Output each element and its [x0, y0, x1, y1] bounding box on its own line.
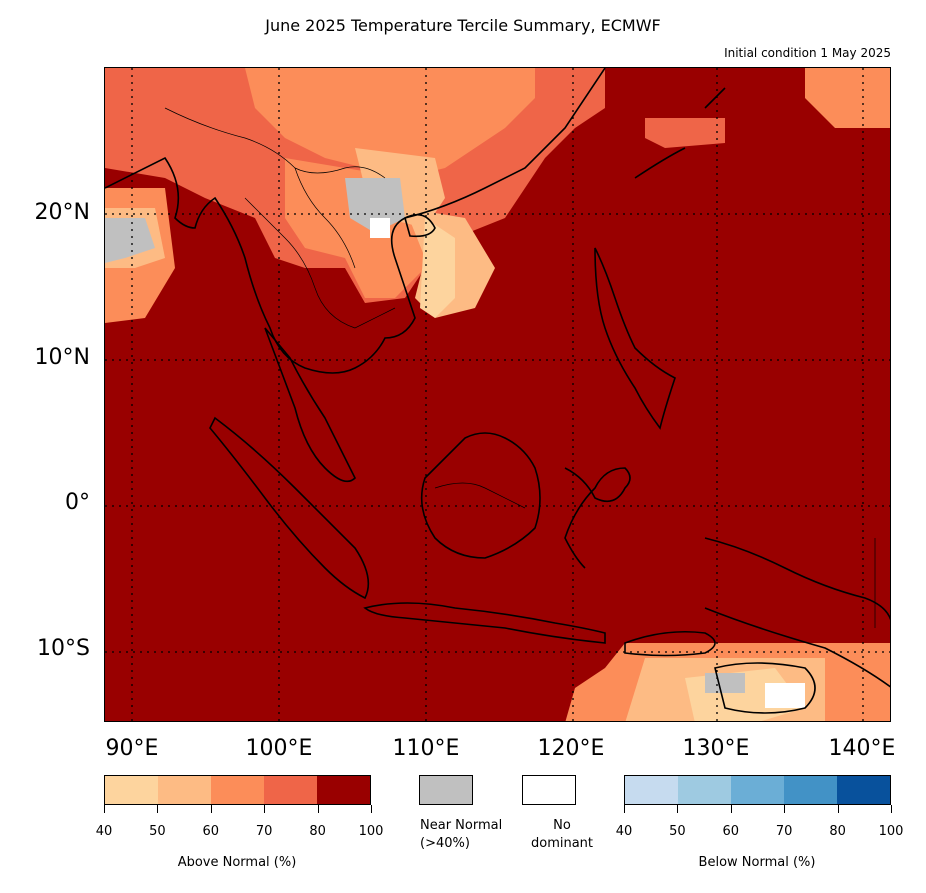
- above-normal-swatch-2: [211, 776, 264, 804]
- above-normal-tickmark-2: [210, 805, 212, 813]
- below-normal-swatch-4: [837, 776, 890, 804]
- below-normal-tick-label-1: 50: [669, 824, 686, 839]
- lat-label-0: 0°: [65, 490, 90, 515]
- below-normal-tick-label-2: 60: [722, 824, 740, 839]
- lon-label-110e: 110°E: [392, 736, 460, 761]
- graticule: [105, 68, 890, 721]
- above-normal-tickmark-5: [371, 805, 372, 813]
- below-normal-tickmark-4: [837, 805, 839, 813]
- no-dominant-label-line1: No: [553, 818, 571, 833]
- above-normal-tick-label-2: 60: [202, 824, 220, 839]
- below-normal-tick-label-5: 100: [878, 824, 904, 839]
- above-normal-title: Above Normal (%): [177, 855, 297, 870]
- below-normal-tickmark-2: [730, 805, 732, 813]
- lon-label-120e: 120°E: [537, 736, 605, 761]
- lat-label-10s: 10°S: [37, 636, 90, 661]
- lon-label-130e: 130°E: [682, 736, 750, 761]
- initial-condition-note: Initial condition 1 May 2025: [724, 46, 891, 60]
- below-normal-tickmark-5: [891, 805, 892, 813]
- above-normal-tickmark-4: [317, 805, 319, 813]
- above-normal-colorbar: [104, 775, 371, 805]
- below-normal-swatch-1: [678, 776, 731, 804]
- lon-label-140e: 140°E: [828, 736, 896, 761]
- near-normal-label: Near Normal (>40%): [420, 817, 502, 853]
- near-normal-label-line1: Near Normal: [420, 818, 503, 833]
- below-normal-tick-label-4: 80: [829, 824, 846, 839]
- below-normal-swatch-2: [731, 776, 784, 804]
- lon-label-90e: 90°E: [105, 736, 159, 761]
- lon-label-100e: 100°E: [245, 736, 313, 761]
- below-normal-swatch-3: [784, 776, 837, 804]
- below-normal-tick-label-3: 70: [775, 824, 793, 839]
- near-normal-swatch: [419, 775, 473, 805]
- above-normal-tick-label-5: 100: [358, 824, 384, 839]
- above-normal-swatch-1: [158, 776, 211, 804]
- below-normal-colorbar: [624, 775, 891, 805]
- lat-label-10n: 10°N: [34, 345, 90, 370]
- below-normal-swatch-0: [625, 776, 678, 804]
- above-normal-tickmark-1: [157, 805, 159, 813]
- above-normal-swatch-4: [317, 776, 370, 804]
- no-dominant-swatch: [522, 775, 576, 805]
- map-canvas: [105, 68, 890, 721]
- above-normal-tickmark-0: [104, 805, 105, 813]
- below-normal-tickmark-1: [677, 805, 679, 813]
- below-normal-tick-label-0: 40: [615, 824, 633, 839]
- above-normal-swatch-0: [105, 776, 158, 804]
- above-normal-tick-label-4: 80: [309, 824, 326, 839]
- above-normal-tick-label-0: 40: [95, 824, 113, 839]
- below-normal-tickmark-0: [624, 805, 625, 813]
- coastlines: [105, 68, 890, 714]
- map-panel: [104, 67, 891, 722]
- above-normal-tick-label-3: 70: [255, 824, 273, 839]
- lat-label-20n: 20°N: [34, 200, 90, 225]
- country-borders: [164, 107, 876, 628]
- no-dominant-label-line2: dominant: [530, 836, 594, 851]
- map-title: June 2025 Temperature Tercile Summary, E…: [265, 16, 661, 35]
- above-normal-50-70-patches: [105, 68, 890, 721]
- above-normal-tick-label-1: 50: [149, 824, 166, 839]
- near-normal-label-line2: (>40%): [420, 836, 470, 851]
- below-normal-title: Below Normal (%): [698, 855, 816, 870]
- below-normal-tickmark-3: [784, 805, 786, 813]
- above-normal-tickmark-3: [264, 805, 266, 813]
- above-normal-swatch-3: [264, 776, 317, 804]
- no-dominant-label: No dominant: [522, 817, 602, 853]
